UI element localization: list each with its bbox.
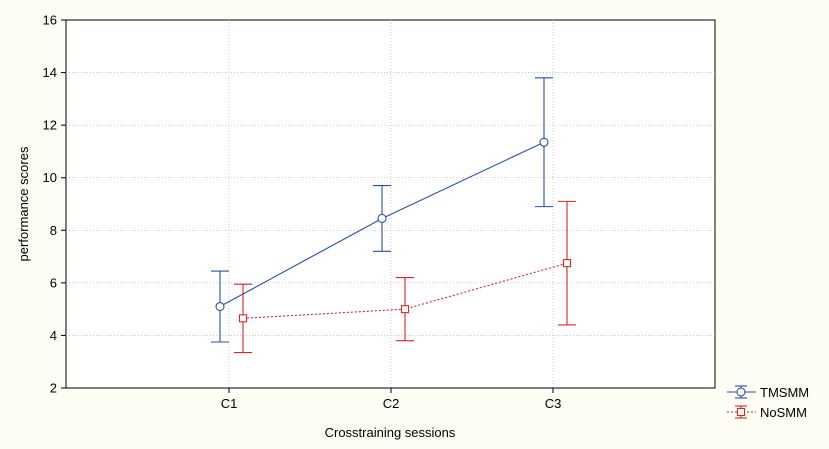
data-point (377, 213, 387, 224)
series-tmsmm (211, 77, 553, 343)
data-point (539, 137, 549, 147)
legend-marker (736, 407, 746, 417)
legend-item: NoSMM (727, 405, 807, 420)
data-point (238, 314, 248, 323)
y-tick-label: 14 (43, 65, 57, 80)
legend-item: TMSMM (727, 385, 809, 400)
legend-label: TMSMM (760, 385, 809, 400)
y-axis-title: performance scores (16, 146, 31, 261)
series-nosmm (234, 200, 576, 354)
data-point (562, 259, 572, 268)
y-tick-label: 16 (43, 13, 57, 28)
y-tick-label: 4 (50, 328, 57, 343)
legend: TMSMM NoSMM (727, 385, 809, 420)
x-axis-title: Crosstraining sessions (325, 425, 456, 440)
y-tick-label: 6 (50, 275, 57, 290)
y-tick-label: 10 (43, 170, 57, 185)
x-tick-label: C2 (383, 396, 400, 411)
y-tick-label: 8 (50, 223, 57, 238)
legend-label: NoSMM (760, 405, 807, 420)
y-tick-label: 12 (43, 118, 57, 133)
data-point (215, 301, 225, 312)
x-tick-label: C1 (221, 396, 238, 411)
legend-marker (736, 387, 746, 397)
data-point (400, 305, 410, 314)
x-tick-label: C3 (545, 396, 562, 411)
x-axis: C1 C2 C3 (221, 388, 562, 411)
plot-area (65, 19, 716, 389)
series-layer (211, 77, 576, 354)
y-tick-label: 2 (50, 381, 57, 396)
y-axis: 2 4 6 8 10 12 14 16 (43, 13, 66, 396)
grid (66, 20, 715, 388)
